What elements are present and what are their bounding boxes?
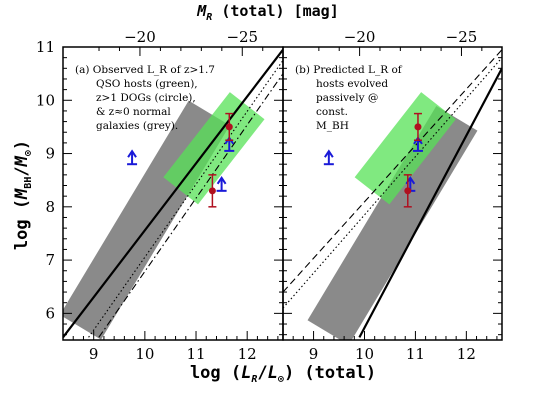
green-region [354, 92, 456, 205]
annotation-line: (b) Predicted L_R of [295, 64, 403, 76]
grey-region [307, 105, 478, 340]
relation-dotted [88, 60, 283, 338]
x-tick-label: 11 [186, 345, 205, 363]
limit-head [324, 149, 334, 158]
top-tick-label: −25 [226, 28, 258, 46]
panel-frame [282, 46, 503, 341]
x-tick-label: 11 [406, 345, 425, 363]
panel-b: 9 10 11 12 −20 −25 (b) Predicted L_R of hosts e… [282, 28, 503, 363]
y-tick-label: 10 [36, 91, 55, 109]
green-region [163, 92, 265, 205]
top-axis-label: MR (total) [mag] [196, 2, 339, 23]
x-axis-label: log (LR/L⊙) (total) [190, 363, 376, 385]
annotation-line: galaxies (grey). [96, 120, 178, 132]
lower-limit-arrow [127, 149, 138, 166]
x-tick-label: 12 [457, 345, 476, 363]
x-tick-label: 10 [355, 345, 374, 363]
panel-annotation: (b) Predicted L_R of hosts evolved passive… [295, 64, 403, 132]
y-tick-label: 6 [45, 304, 55, 322]
relation-solid [63, 48, 283, 339]
dog-point [413, 112, 422, 141]
dog-marker [225, 123, 233, 131]
dog-marker [404, 187, 412, 195]
x-tick-label: 12 [238, 345, 257, 363]
y-tick-label: 9 [45, 145, 55, 163]
panel-a: 9 10 11 12 −20 −25 6 7 8 9 10 11 (a) Observed L_R of… [36, 28, 284, 363]
y-axis-label: log (MBH/M⊙) [12, 140, 34, 250]
dog-marker [414, 123, 422, 131]
panel-annotation: (a) Observed L_R of z>1.7 QSO hosts (gree… [75, 64, 215, 132]
lower-limit-arrow [216, 176, 227, 192]
x-tick-label: 10 [135, 345, 154, 363]
annotation-line: const. [316, 106, 348, 118]
top-tick-label: −25 [446, 28, 478, 46]
annotation-line: M_BH [316, 120, 349, 132]
dog-point [225, 112, 234, 141]
y-tick-label: 11 [36, 38, 55, 56]
annotation-line: & z≈0 normal [96, 106, 171, 118]
plot-area [283, 49, 502, 340]
dog-point [208, 174, 217, 208]
limit-head [216, 176, 227, 185]
annotation-line: (a) Observed L_R of z>1.7 [75, 64, 215, 76]
lower-limit-arrow [323, 149, 334, 166]
top-tick-label: −20 [124, 28, 156, 46]
annotation-line: z>1 DOGs (circle), [96, 92, 196, 104]
relation-dotted [283, 57, 502, 309]
relation-dash-dot [98, 73, 283, 338]
x-tick-label: 9 [309, 345, 319, 363]
x-tick-label: 9 [89, 345, 99, 363]
annotation-line: hosts evolved [316, 78, 388, 90]
y-tick-label: 8 [45, 198, 55, 216]
dog-point [403, 174, 412, 208]
top-tick-label: −20 [344, 28, 376, 46]
annotation-line: QSO hosts (green), [96, 78, 198, 90]
relation-solid [358, 67, 502, 338]
annotation-line: passively @ [316, 92, 378, 104]
dog-marker [208, 187, 216, 195]
plot-area [63, 48, 283, 340]
y-tick-label: 7 [45, 251, 55, 269]
limit-head [127, 149, 137, 158]
